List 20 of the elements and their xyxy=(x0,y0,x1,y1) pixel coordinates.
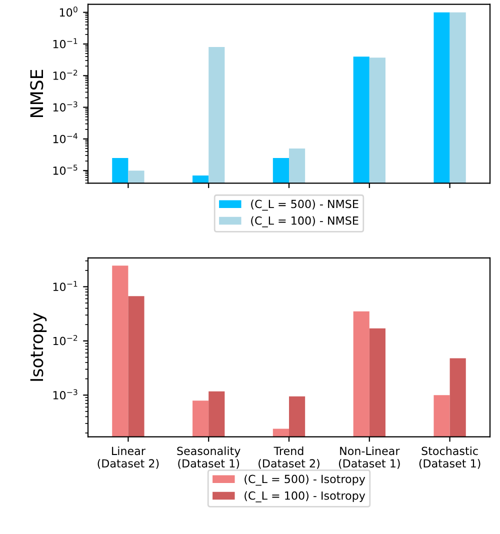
y-axis-title: NMSE xyxy=(30,70,44,117)
x-tick-label: Trend (Dataset 2) xyxy=(258,446,320,469)
x-tick-label: Non-Linear (Dataset 1) xyxy=(338,446,400,469)
y-tick-label: 10$^{−4}$ xyxy=(53,133,78,144)
y-axis-title: Isotropy xyxy=(30,312,47,381)
y-tick-label: 10$^{−2}$ xyxy=(53,70,78,80)
y-tick-label: 10$^{−3}$ xyxy=(53,389,78,400)
y-tick-label: 10$^{−3}$ xyxy=(53,101,78,112)
y-tick-label: 10$^{−1}$ xyxy=(53,38,78,48)
y-tick-label: 10$^{−1}$ xyxy=(53,280,78,292)
legend-label: (C_L = 100) - Isotropy xyxy=(244,491,366,502)
x-tick-label: Stochastic (Dataset 1) xyxy=(419,446,480,469)
x-tick-label: Seasonality (Dataset 1) xyxy=(177,446,240,469)
legend-label: (C_L = 500) - Isotropy xyxy=(244,474,366,486)
y-tick-label: 10$^{0}$ xyxy=(60,6,78,17)
legend-label: (C_L = 100) - NMSE xyxy=(251,216,358,228)
y-tick-label: 10$^{−5}$ xyxy=(53,164,78,175)
y-tick-label: 10$^{−2}$ xyxy=(53,335,78,346)
legend-label: (C_L = 500) - NMSE xyxy=(251,200,358,211)
x-tick-label: Linear (Dataset 2) xyxy=(98,446,159,469)
